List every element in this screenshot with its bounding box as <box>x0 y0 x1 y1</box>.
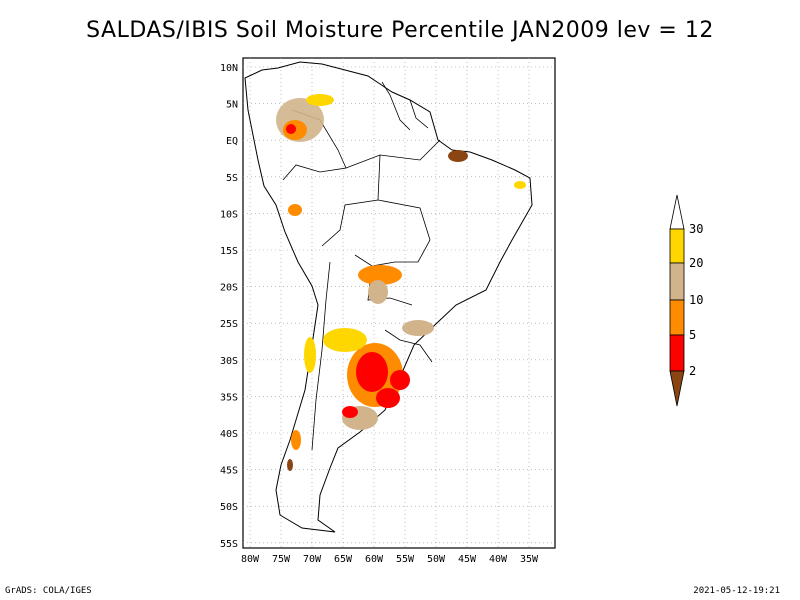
legend-label: 10 <box>689 293 703 307</box>
legend-label: 2 <box>689 364 696 378</box>
lon-tick-label: 65W <box>334 554 353 565</box>
legend-swatch <box>669 299 685 336</box>
legend-swatch <box>669 194 685 230</box>
lon-tick-label: 60W <box>365 554 384 565</box>
legend-label: 30 <box>689 222 703 236</box>
lat-tick-label: 40S <box>220 429 238 440</box>
lon-tick-label: 70W <box>303 554 322 565</box>
lat-tick-label: 15S <box>220 246 238 257</box>
lat-tick-label: 10S <box>220 209 238 220</box>
lat-tick-label: 50S <box>220 502 238 513</box>
legend-label: 20 <box>689 256 703 270</box>
footer-timestamp: 2021-05-12-19:21 <box>693 586 780 596</box>
legend-swatch <box>669 370 685 407</box>
lon-tick-label: 80W <box>241 554 260 565</box>
lon-tick-label: 40W <box>489 554 508 565</box>
lat-tick-label: 35S <box>220 392 238 403</box>
lat-tick-label: 55S <box>220 539 238 550</box>
lat-tick-label: 5S <box>226 173 238 184</box>
lat-tick-label: 30S <box>220 356 238 367</box>
lat-tick-label: 5N <box>226 100 238 111</box>
lon-tick-label: 55W <box>396 554 415 565</box>
legend-label: 5 <box>689 328 696 342</box>
lon-tick-label: 45W <box>458 554 477 565</box>
soil-moisture-patches <box>276 94 526 471</box>
legend-swatch <box>669 334 685 372</box>
lat-tick-label: EQ <box>226 136 238 147</box>
lon-tick-label: 50W <box>427 554 446 565</box>
legend-colorbar: 30 20 10 5 2 <box>669 194 703 407</box>
lat-tick-label: 25S <box>220 319 238 330</box>
legend-swatch <box>669 262 685 301</box>
lon-tick-label: 35W <box>520 554 539 565</box>
legend-swatch <box>669 228 685 264</box>
footer-credit: GrADS: COLA/IGES <box>5 586 92 596</box>
lon-tick-label: 75W <box>272 554 291 565</box>
lat-tick-label: 20S <box>220 283 238 294</box>
lat-tick-label: 45S <box>220 466 238 477</box>
map-title: SALDAS/IBIS Soil Moisture Percentile JAN… <box>86 18 714 43</box>
map-frame <box>242 57 556 549</box>
lat-tick-label: 10N <box>220 63 238 74</box>
